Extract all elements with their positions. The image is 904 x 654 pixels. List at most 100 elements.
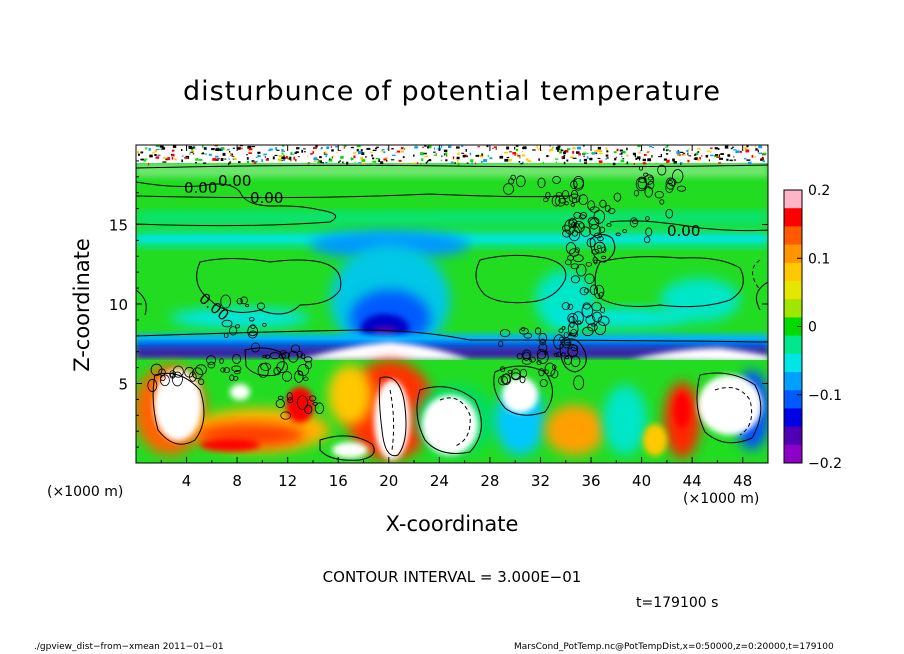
colorbar-swatch — [784, 299, 802, 318]
noise-speck — [597, 157, 601, 159]
noise-speck — [606, 157, 609, 159]
noise-speck — [666, 145, 669, 148]
noise-speck — [315, 145, 318, 148]
noise-speck — [760, 158, 764, 161]
noise-speck — [666, 159, 670, 163]
noise-speck — [757, 149, 759, 153]
noise-speck — [555, 146, 560, 150]
noise-speck — [450, 161, 454, 164]
noise-speck — [457, 159, 459, 163]
noise-speck — [475, 154, 480, 157]
contour-loop — [296, 395, 308, 410]
noise-speck — [216, 158, 220, 160]
noise-speck — [189, 152, 191, 155]
colorbar-swatch — [784, 426, 802, 446]
contour-loop — [598, 226, 606, 233]
noise-speck — [525, 158, 529, 161]
noise-speck — [255, 160, 258, 163]
noise-speck — [167, 157, 170, 161]
noise-speck — [732, 146, 735, 148]
noise-speck — [261, 159, 264, 162]
noise-speck — [272, 156, 275, 160]
x-tick-label: 28 — [480, 472, 499, 490]
noise-speck — [290, 159, 292, 162]
contour-loop — [659, 199, 665, 205]
contour-loop — [269, 352, 281, 360]
contour-loop — [500, 373, 511, 385]
contour-loop — [500, 366, 506, 372]
noise-speck — [241, 147, 243, 150]
noise-speck — [292, 153, 294, 155]
noise-speck — [512, 152, 517, 155]
noise-speck — [140, 151, 144, 154]
contour-clusters — [147, 164, 687, 420]
colorbar-swatch — [784, 390, 802, 409]
noise-speck — [371, 157, 375, 160]
noise-speck — [248, 152, 252, 154]
x-tick-label: 16 — [329, 472, 348, 490]
noise-speck — [579, 159, 582, 163]
noise-speck — [549, 148, 554, 151]
noise-speck — [289, 156, 292, 160]
noise-speck — [642, 162, 647, 165]
noise-speck — [281, 152, 284, 155]
noise-speck — [688, 155, 692, 157]
noise-speck — [390, 159, 395, 161]
contour-loop — [643, 236, 651, 244]
noise-speck — [162, 157, 167, 159]
x-tick-label: 40 — [632, 472, 651, 490]
contour-loop — [534, 327, 542, 335]
noise-speck — [552, 146, 554, 149]
noise-speck — [192, 145, 196, 149]
noise-speck — [548, 149, 552, 152]
contour-loop — [576, 320, 582, 324]
noise-speck — [489, 157, 493, 160]
noise-speck — [683, 152, 686, 154]
noise-speck — [376, 146, 379, 149]
contour-loop — [572, 254, 584, 263]
noise-speck — [766, 148, 768, 151]
noise-speck — [414, 146, 419, 149]
colorbar-swatch — [784, 190, 802, 209]
heatmap-field — [136, 145, 768, 463]
contour-loop — [286, 392, 293, 401]
noise-speck — [572, 150, 575, 154]
noise-speck — [237, 147, 241, 150]
noise-speck — [301, 149, 304, 153]
noise-speck — [328, 158, 333, 162]
contour-loop — [240, 296, 248, 305]
noise-speck — [613, 151, 617, 154]
noise-speck — [729, 159, 733, 162]
contour-label: 0.00 — [667, 222, 700, 240]
noise-speck — [686, 149, 689, 152]
contour-loop — [578, 194, 589, 206]
noise-speck — [730, 147, 733, 150]
noise-speck — [481, 153, 483, 156]
noise-speck — [224, 147, 226, 150]
colorbar-swatch — [784, 262, 802, 282]
noise-speck — [360, 149, 363, 152]
contour-loop — [538, 368, 545, 377]
noise-speck — [285, 156, 289, 159]
contour-loop — [592, 311, 603, 323]
contour-loop — [207, 361, 216, 369]
contour-loop — [229, 374, 235, 381]
contour-label: 0.00 — [250, 189, 283, 207]
noise-speck — [228, 150, 231, 153]
contour-loop — [539, 338, 546, 346]
contour-loop — [638, 165, 644, 171]
noise-speck — [313, 160, 317, 163]
noise-speck — [555, 158, 559, 160]
noise-speck — [665, 146, 667, 149]
noise-speck — [522, 161, 524, 164]
noise-speck — [157, 154, 159, 158]
contour-loop — [262, 322, 267, 327]
contour-loop — [184, 366, 195, 378]
contour-loop — [543, 197, 549, 202]
noise-speck — [718, 162, 722, 164]
noise-speck — [278, 158, 282, 162]
colorbar-tick-label: −0.2 — [808, 456, 842, 472]
noise-speck — [390, 148, 393, 150]
contour-loop — [508, 178, 515, 185]
noise-speck — [162, 147, 166, 150]
